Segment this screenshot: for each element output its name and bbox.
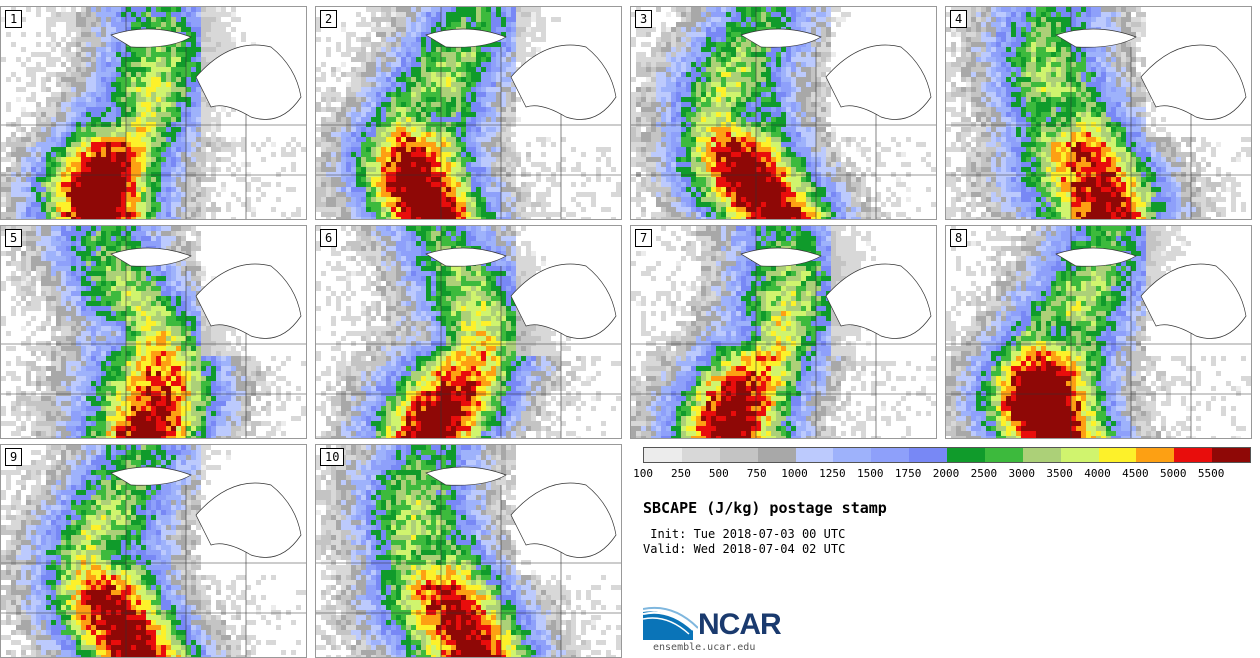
- colorbar-segment: [833, 448, 871, 462]
- colorbar-segment: [909, 448, 947, 462]
- colorbar-segment: [1174, 448, 1212, 462]
- website-url: ensemble.ucar.edu: [653, 642, 755, 653]
- colorbar-segment: [985, 448, 1023, 462]
- colorbar-tick-label: 3500: [1046, 467, 1073, 480]
- panel-member-number: 2: [320, 10, 337, 28]
- panel-member-number: 4: [950, 10, 967, 28]
- logo-text: NCAR: [698, 608, 781, 642]
- colorbar-tick-label: 750: [747, 467, 767, 480]
- chart-title: SBCAPE (J/kg) postage stamp: [643, 499, 887, 517]
- colorbar-segment: [871, 448, 909, 462]
- panel-member-number: 7: [635, 229, 652, 247]
- colorbar-segment: [1212, 448, 1250, 462]
- postage-stamp-panel: 8: [945, 225, 1252, 439]
- postage-stamp-panel: 10: [315, 444, 622, 658]
- panel-member-number: 3: [635, 10, 652, 28]
- postage-stamp-panel: 1: [0, 6, 307, 220]
- colorbar-tick-label: 1000: [781, 467, 808, 480]
- colorbar-tick-label: 5000: [1160, 467, 1187, 480]
- ncar-logo: NCAR: [643, 600, 793, 644]
- postage-stamp-panel: 6: [315, 225, 622, 439]
- panel-member-number: 1: [5, 10, 22, 28]
- colorbar-ticks: 100 250 500 750 1000 1250 1500 1750 2000 2500 3000…: [633, 467, 1253, 481]
- panel-member-number: 5: [5, 229, 22, 247]
- panel-member-number: 8: [950, 229, 967, 247]
- colorbar-tick-label: 100: [633, 467, 653, 480]
- colorbar-tick-label: 4000: [1084, 467, 1111, 480]
- postage-stamp-panel: 4: [945, 6, 1252, 220]
- panel-member-number: 6: [320, 229, 337, 247]
- colorbar-tick-label: 1750: [895, 467, 922, 480]
- colorbar: [643, 447, 1251, 463]
- colorbar-tick-label: 500: [709, 467, 729, 480]
- colorbar-tick-label: 5500: [1198, 467, 1225, 480]
- panel-member-number: 10: [320, 448, 344, 466]
- valid-time: Valid: Wed 2018-07-04 02 UTC: [643, 542, 845, 556]
- colorbar-segment: [1099, 448, 1137, 462]
- colorbar-segment: [1061, 448, 1099, 462]
- colorbar-segment: [682, 448, 720, 462]
- colorbar-tick-label: 3000: [1009, 467, 1036, 480]
- postage-stamp-panel: 5: [0, 225, 307, 439]
- colorbar-segment: [644, 448, 682, 462]
- colorbar-segment: [1023, 448, 1061, 462]
- colorbar-segment: [796, 448, 834, 462]
- colorbar-segment: [947, 448, 985, 462]
- colorbar-tick-label: 1500: [857, 467, 884, 480]
- postage-stamp-panel: 2: [315, 6, 622, 220]
- colorbar-tick-label: 250: [671, 467, 691, 480]
- colorbar-segment: [758, 448, 796, 462]
- colorbar-tick-label: 2500: [971, 467, 998, 480]
- panel-member-number: 9: [5, 448, 22, 466]
- colorbar-segment: [720, 448, 758, 462]
- postage-stamp-panel: 3: [630, 6, 937, 220]
- postage-stamp-panel: 9: [0, 444, 307, 658]
- init-time: Init: Tue 2018-07-03 00 UTC: [643, 527, 845, 541]
- postage-stamp-panel: 7: [630, 225, 937, 439]
- colorbar-tick-label: 1250: [819, 467, 846, 480]
- colorbar-tick-label: 2000: [933, 467, 960, 480]
- colorbar-segment: [1136, 448, 1174, 462]
- colorbar-tick-label: 4500: [1122, 467, 1149, 480]
